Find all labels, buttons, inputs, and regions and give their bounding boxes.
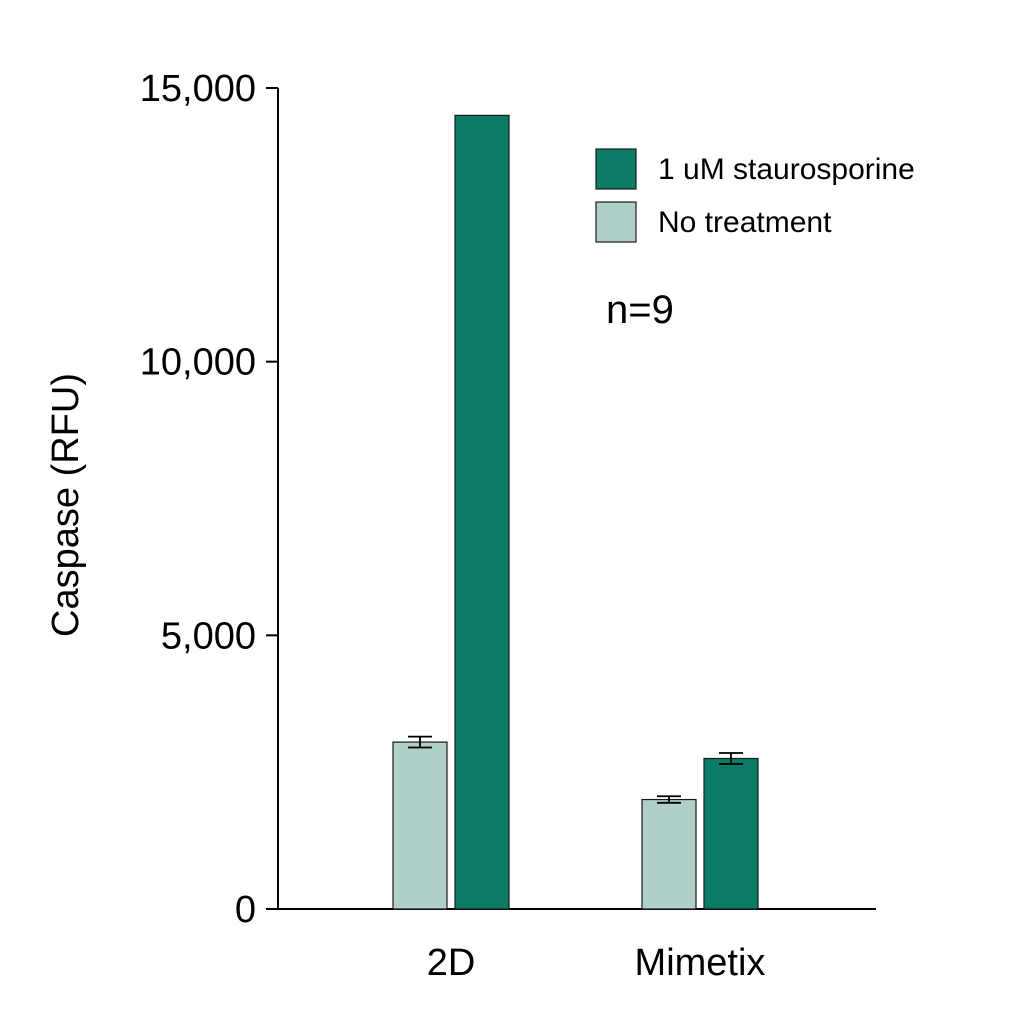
bar	[392, 741, 448, 910]
legend-swatch	[595, 201, 637, 243]
legend: 1 uM staurosporine No treatment	[595, 148, 915, 243]
annotation-n: n=9	[606, 288, 674, 332]
y-tick-label: 0	[235, 889, 256, 931]
axes: 0 5,000 10,000 15,000	[140, 68, 876, 931]
legend-swatch	[595, 148, 637, 190]
y-tick-label: 10,000	[140, 342, 256, 384]
x-tick-label: 2D	[427, 942, 476, 984]
bar	[454, 114, 510, 910]
y-axis-label: Caspase (RFU)	[45, 373, 87, 637]
bars: 2D Mimetix	[392, 114, 766, 984]
legend-label: 1 uM staurosporine	[658, 153, 915, 186]
legend-label: No treatment	[658, 206, 832, 239]
bar	[641, 798, 697, 910]
x-tick-label: Mimetix	[635, 942, 766, 984]
y-tick-label: 15,000	[140, 68, 256, 110]
y-tick-label: 5,000	[161, 615, 256, 657]
bar	[703, 757, 759, 910]
